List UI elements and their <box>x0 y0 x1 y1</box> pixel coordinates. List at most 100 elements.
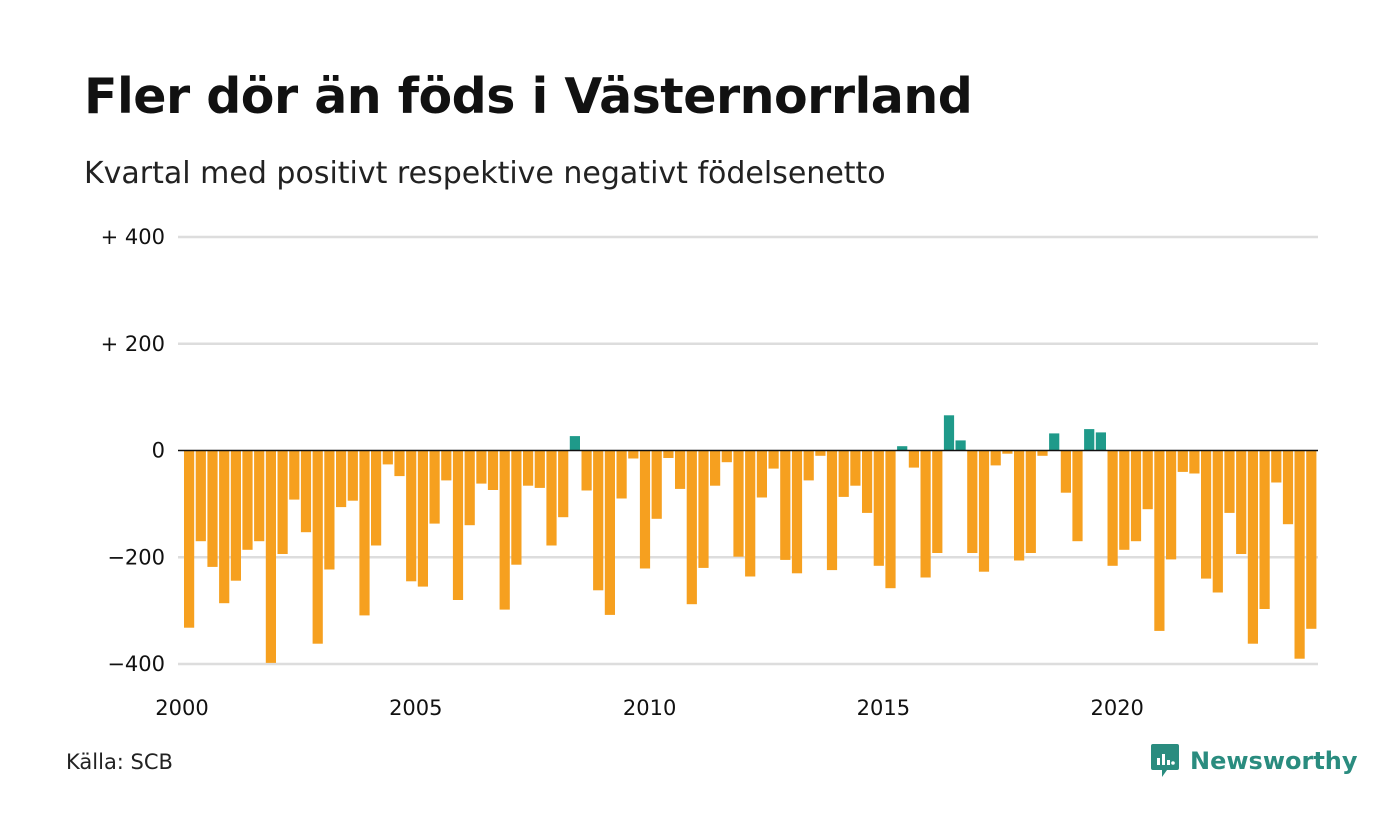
bar <box>242 450 253 550</box>
bar <box>523 450 534 486</box>
bar <box>359 450 370 616</box>
bar <box>1142 450 1153 510</box>
bar <box>803 450 814 481</box>
bar <box>768 450 779 469</box>
bar <box>616 450 627 499</box>
bar <box>1177 450 1188 472</box>
bar <box>873 450 884 566</box>
bar <box>476 450 487 484</box>
bar <box>1107 450 1118 566</box>
bar <box>908 450 919 468</box>
bar <box>1154 450 1165 631</box>
bar <box>546 450 557 546</box>
bar <box>1201 450 1212 579</box>
bar <box>219 450 230 604</box>
bar <box>1130 450 1142 542</box>
bar <box>441 450 452 481</box>
bar <box>651 450 662 519</box>
bar <box>628 450 639 459</box>
bar <box>686 450 697 605</box>
bar <box>300 450 312 533</box>
bar <box>581 450 592 491</box>
source-note: Källa: SCB <box>66 750 173 774</box>
bars <box>184 415 1317 663</box>
bar <box>1025 450 1036 553</box>
bar <box>1037 450 1048 456</box>
bar <box>721 450 732 463</box>
chart-subtitle: Kvartal med positivt respektive negativt… <box>84 156 886 191</box>
bar <box>932 450 943 553</box>
bar <box>464 450 475 526</box>
bar <box>885 450 896 589</box>
bar <box>943 415 955 451</box>
bar <box>336 450 347 508</box>
bar <box>534 450 545 488</box>
bar <box>1119 450 1130 550</box>
bar <box>254 450 265 542</box>
bar <box>1247 450 1258 644</box>
bar <box>499 450 510 610</box>
bar <box>1014 450 1025 561</box>
bar <box>791 450 803 574</box>
bar <box>1002 450 1013 454</box>
bar <box>1189 450 1200 474</box>
bar <box>862 450 873 513</box>
bar <box>347 450 358 501</box>
bar-chart: + 400 + 200 0 −200 −400 2000 2005 2010 2015 2020 <box>101 225 1318 720</box>
bar <box>1271 450 1282 483</box>
bar <box>277 450 288 554</box>
bar <box>207 450 218 567</box>
bar <box>733 450 744 557</box>
bar <box>371 450 382 546</box>
bar <box>920 450 931 578</box>
bar <box>265 450 276 663</box>
bar <box>1282 450 1294 525</box>
bar <box>195 450 206 542</box>
bar <box>1294 450 1305 659</box>
bar <box>978 450 990 572</box>
bar <box>780 450 791 560</box>
bar <box>452 450 464 600</box>
bar <box>312 450 323 644</box>
bar <box>826 450 838 571</box>
x-tick-label: 2015 <box>857 696 910 720</box>
bar <box>1236 450 1247 554</box>
bar <box>675 450 686 489</box>
bar <box>429 450 440 524</box>
brand-logo: Newsworthy <box>1150 743 1358 779</box>
bar <box>406 450 417 582</box>
bar <box>1212 450 1223 593</box>
x-tick-label: 2005 <box>389 696 442 720</box>
bar <box>710 450 721 486</box>
x-tick-label: 2010 <box>623 696 676 720</box>
bar <box>850 450 861 486</box>
bar <box>230 450 241 581</box>
bar <box>382 450 393 465</box>
y-tick-label: + 200 <box>101 332 165 356</box>
bar <box>897 446 908 451</box>
brand-name: Newsworthy <box>1190 747 1358 775</box>
bar <box>1084 429 1095 451</box>
bar <box>604 450 615 615</box>
x-tick-label: 2020 <box>1090 696 1143 720</box>
bar <box>663 450 674 458</box>
newsworthy-logo-icon <box>1151 744 1179 777</box>
bar <box>558 450 569 518</box>
bar <box>487 450 499 490</box>
bar <box>324 450 335 570</box>
bar <box>1072 450 1083 542</box>
bar <box>593 450 604 591</box>
y-tick-label: + 400 <box>101 225 165 249</box>
chart-title: Fler dör än föds i Västernorrland <box>84 68 973 125</box>
bar <box>815 450 826 456</box>
bar <box>1049 433 1060 451</box>
bar <box>1095 432 1106 451</box>
bar <box>838 450 849 497</box>
bar <box>1224 450 1235 513</box>
bar <box>1259 450 1270 609</box>
bar <box>955 440 966 451</box>
y-tick-label: −200 <box>107 545 165 569</box>
bar <box>990 450 1001 466</box>
bar <box>639 450 651 569</box>
bar <box>967 450 978 553</box>
